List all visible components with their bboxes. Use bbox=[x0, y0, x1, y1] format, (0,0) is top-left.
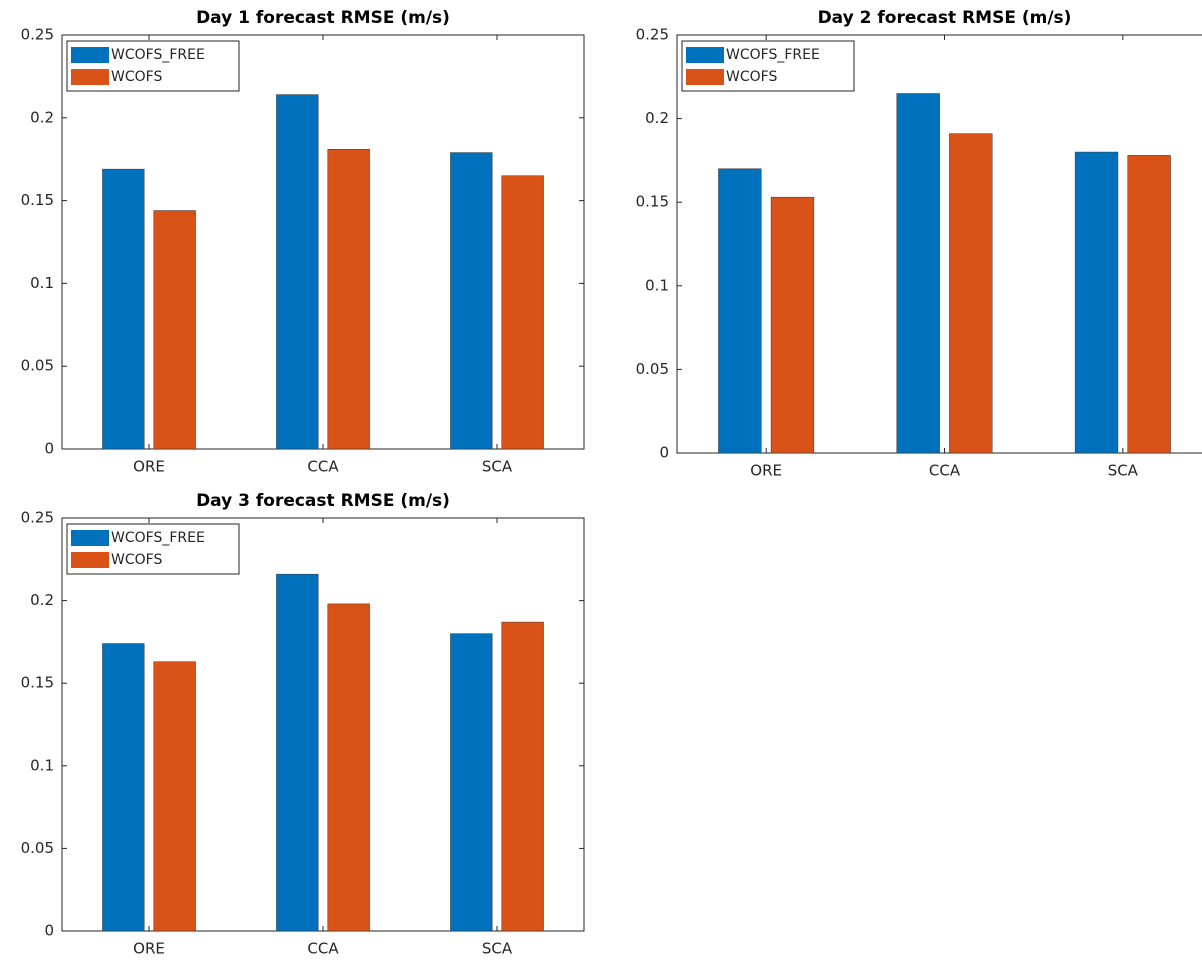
legend-swatch bbox=[71, 530, 109, 546]
y-tick-label: 0 bbox=[659, 444, 669, 462]
bar bbox=[276, 573, 319, 932]
bar bbox=[327, 149, 370, 450]
bar bbox=[102, 643, 145, 932]
legend-label: WCOFS bbox=[111, 552, 162, 568]
y-tick-label: 0.1 bbox=[30, 756, 54, 774]
x-tick-label: CCA bbox=[307, 940, 339, 958]
legend-label: WCOFS_FREE bbox=[111, 530, 205, 546]
x-tick-label: ORE bbox=[750, 462, 782, 480]
chart-title: Day 3 forecast RMSE (m/s) bbox=[196, 491, 450, 511]
bar bbox=[501, 621, 544, 932]
y-tick-label: 0.25 bbox=[21, 509, 54, 527]
bar bbox=[102, 168, 145, 450]
bar bbox=[450, 633, 493, 932]
legend-swatch bbox=[71, 69, 109, 85]
bar bbox=[896, 93, 940, 454]
y-tick-label: 0.25 bbox=[636, 26, 669, 44]
y-tick-label: 0.2 bbox=[30, 591, 54, 609]
y-tick-label: 0.1 bbox=[645, 276, 669, 294]
y-tick-label: 0.1 bbox=[30, 274, 54, 292]
chart-title: Day 2 forecast RMSE (m/s) bbox=[818, 8, 1072, 28]
legend-swatch bbox=[71, 552, 109, 568]
x-tick-label: SCA bbox=[482, 940, 513, 958]
x-tick-label: SCA bbox=[482, 458, 513, 476]
y-tick-label: 0.2 bbox=[30, 108, 54, 126]
bar bbox=[770, 196, 815, 454]
legend-swatch bbox=[686, 69, 724, 85]
legend-label: WCOFS_FREE bbox=[111, 47, 205, 63]
bar bbox=[501, 175, 544, 450]
x-tick-label: CCA bbox=[929, 462, 961, 480]
legend-label: WCOFS bbox=[726, 69, 777, 85]
x-tick-label: ORE bbox=[133, 458, 165, 476]
y-tick-label: 0.15 bbox=[21, 191, 54, 209]
bar bbox=[718, 168, 762, 454]
legend-label: WCOFS_FREE bbox=[726, 47, 820, 63]
legend-swatch bbox=[71, 47, 109, 63]
chart-title: Day 1 forecast RMSE (m/s) bbox=[196, 8, 450, 28]
y-tick-label: 0 bbox=[44, 922, 54, 940]
legend-label: WCOFS bbox=[111, 69, 162, 85]
bar bbox=[949, 133, 993, 454]
bar bbox=[1074, 151, 1119, 454]
y-tick-label: 0.05 bbox=[636, 360, 669, 378]
bar bbox=[450, 152, 493, 450]
y-tick-label: 0 bbox=[44, 440, 54, 458]
bar bbox=[1127, 155, 1171, 454]
x-tick-label: SCA bbox=[1108, 462, 1139, 480]
y-tick-label: 0.2 bbox=[645, 109, 669, 127]
bar bbox=[153, 661, 196, 932]
bar bbox=[276, 94, 319, 450]
x-tick-label: CCA bbox=[307, 458, 339, 476]
bar bbox=[327, 603, 370, 932]
y-tick-label: 0.05 bbox=[21, 357, 54, 375]
y-tick-label: 0.15 bbox=[636, 193, 669, 211]
bar bbox=[153, 210, 196, 450]
y-tick-label: 0.05 bbox=[21, 839, 54, 857]
y-tick-label: 0.15 bbox=[21, 674, 54, 692]
y-tick-label: 0.25 bbox=[21, 26, 54, 44]
legend-swatch bbox=[686, 47, 724, 63]
x-tick-label: ORE bbox=[133, 940, 165, 958]
